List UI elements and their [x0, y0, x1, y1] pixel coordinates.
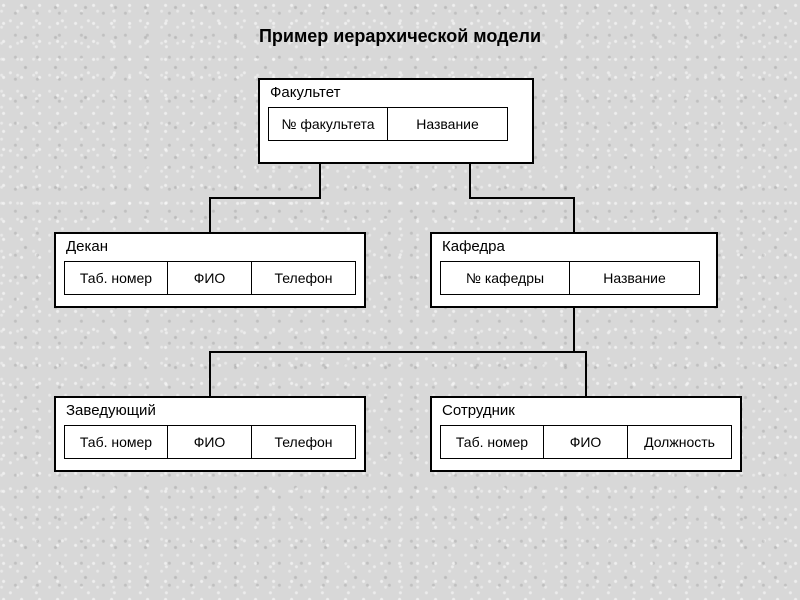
field-faculty-number: № факультета	[268, 107, 388, 141]
field-emp-fio: ФИО	[544, 425, 628, 459]
connector-faculty-dean	[210, 164, 320, 232]
field-head-tabno: Таб. номер	[64, 425, 168, 459]
diagram-title: Пример иерархической модели	[0, 26, 800, 47]
connector-department-head	[210, 308, 574, 396]
node-head-fields: Таб. номер ФИО Телефон	[64, 425, 356, 459]
node-head-title: Заведующий	[56, 398, 364, 421]
node-dean: Декан Таб. номер ФИО Телефон	[54, 232, 366, 308]
node-faculty-fields: № факультета Название	[268, 107, 524, 141]
field-dean-phone: Телефон	[252, 261, 356, 295]
node-faculty-title: Факультет	[260, 80, 532, 103]
field-dept-name: Название	[570, 261, 700, 295]
node-faculty: Факультет № факультета Название	[258, 78, 534, 164]
node-dean-fields: Таб. номер ФИО Телефон	[64, 261, 356, 295]
field-emp-tabno: Таб. номер	[440, 425, 544, 459]
connector-department-employee	[574, 308, 586, 396]
field-dean-tabno: Таб. номер	[64, 261, 168, 295]
field-faculty-name: Название	[388, 107, 508, 141]
node-employee: Сотрудник Таб. номер ФИО Должность	[430, 396, 742, 472]
connector-faculty-department	[470, 164, 574, 232]
node-department-fields: № кафедры Название	[440, 261, 708, 295]
node-department-title: Кафедра	[432, 234, 716, 257]
node-employee-fields: Таб. номер ФИО Должность	[440, 425, 732, 459]
node-dean-title: Декан	[56, 234, 364, 257]
node-employee-title: Сотрудник	[432, 398, 740, 421]
field-head-fio: ФИО	[168, 425, 252, 459]
field-head-phone: Телефон	[252, 425, 356, 459]
node-head: Заведующий Таб. номер ФИО Телефон	[54, 396, 366, 472]
diagram-stage: Пример иерархической модели Факультет № …	[0, 0, 800, 600]
field-dept-number: № кафедры	[440, 261, 570, 295]
node-department: Кафедра № кафедры Название	[430, 232, 718, 308]
field-dean-fio: ФИО	[168, 261, 252, 295]
field-emp-position: Должность	[628, 425, 732, 459]
